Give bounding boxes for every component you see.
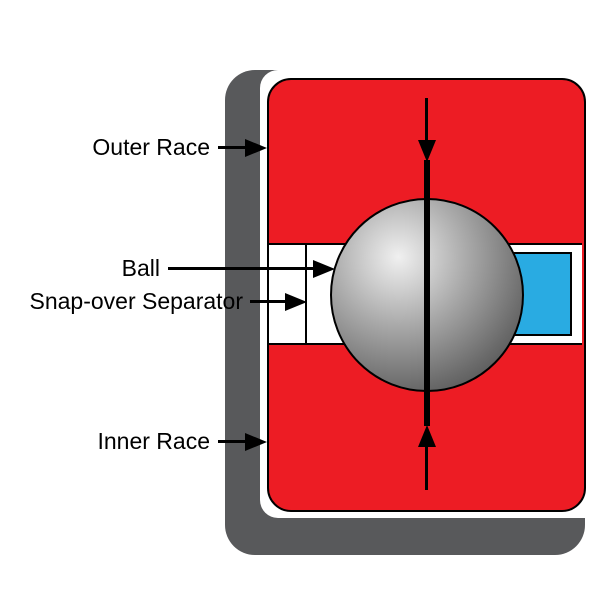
- arrow-bottom-head: [418, 425, 436, 447]
- bearing-diagram: Outer Race Ball Snap-over Separator Inne…: [0, 0, 600, 600]
- arrow-separator-shaft: [250, 300, 288, 303]
- label-inner-race: Inner Race: [80, 428, 210, 455]
- arrow-separator-head: [285, 293, 307, 311]
- arrow-top-head: [418, 140, 436, 162]
- arrow-inner-race-shaft: [218, 440, 248, 443]
- label-ball: Ball: [60, 255, 160, 282]
- arrow-inner-race-head: [245, 433, 267, 451]
- arrow-top-shaft: [425, 98, 428, 143]
- arrow-bottom-shaft: [425, 445, 428, 490]
- label-outer-race: Outer Race: [80, 134, 210, 161]
- arrow-ball-shaft: [168, 267, 316, 270]
- ball-center-line: [424, 160, 430, 426]
- arrow-outer-race-head: [245, 139, 267, 157]
- label-separator: Snap-over Separator: [0, 288, 243, 315]
- arrow-outer-race-shaft: [218, 146, 248, 149]
- arrow-ball-head: [313, 260, 335, 278]
